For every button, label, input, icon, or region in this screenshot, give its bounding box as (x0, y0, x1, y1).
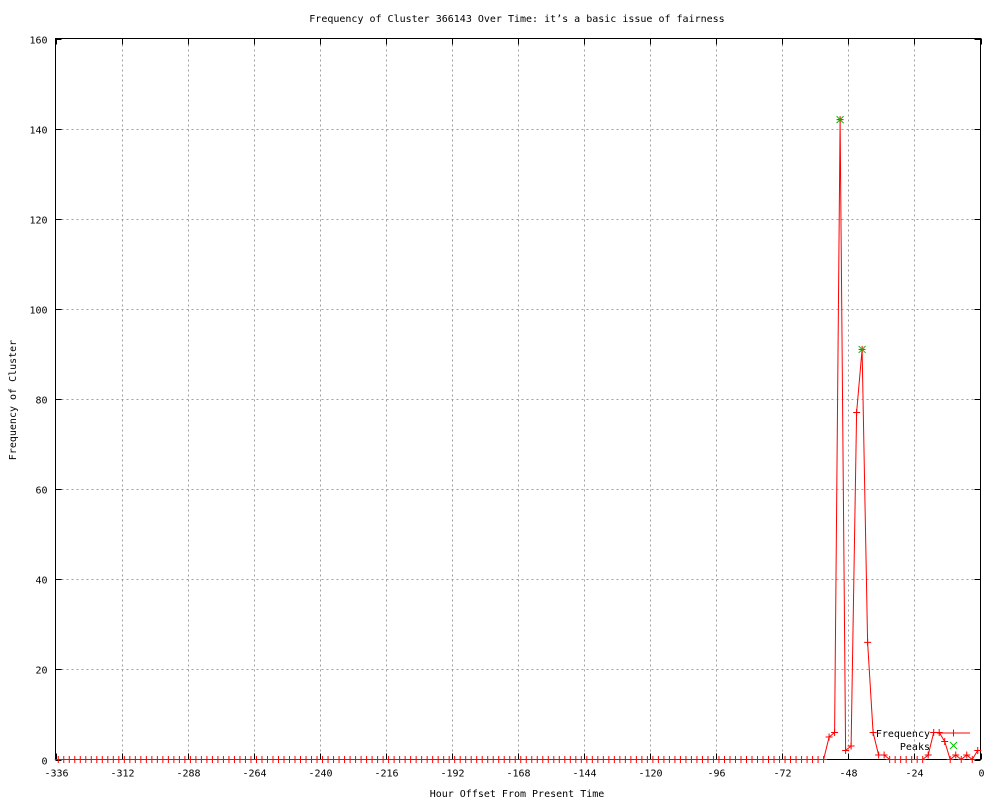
peak-point (858, 345, 866, 354)
x-axis-label: Hour Offset From Present Time (430, 789, 605, 800)
legend-label-frequency: Frequency (876, 729, 930, 740)
chart-title: Frequency of Cluster 366143 Over Time: i… (309, 14, 724, 25)
legend-marker-peaks (949, 741, 958, 750)
x-tick-label: -144 (572, 769, 596, 780)
frequency-point (952, 751, 960, 759)
frequency-point (880, 751, 888, 759)
y-tick-label: 80 (35, 396, 47, 407)
grid (61, 44, 975, 754)
x-tick-label: -216 (374, 769, 398, 780)
frequency-point (820, 756, 828, 763)
y-axis-label: Frequency of Cluster (8, 340, 19, 460)
frequency-point (968, 756, 976, 763)
y-tick-label: 60 (35, 486, 47, 497)
y-tick-label: 0 (41, 757, 47, 768)
legend-marker-frequency (950, 729, 957, 737)
x-tick-label: -240 (308, 769, 332, 780)
y-tick-label: 140 (29, 126, 47, 137)
x-tick-label: -312 (110, 769, 134, 780)
tick-marks (55, 38, 982, 761)
frequency-point (946, 756, 954, 763)
frequency-point (924, 751, 932, 759)
frequency-point (957, 756, 965, 763)
x-tick-label: -72 (773, 769, 791, 780)
x-tick-label: -288 (176, 769, 200, 780)
frequency-point (842, 746, 850, 754)
peak-point (836, 115, 844, 124)
tick-labels: -336 -312 -288 -264 -240 -216 -192 -168 -144 -120… (29, 36, 984, 780)
x-tick-label: -264 (242, 769, 266, 780)
frequency-point (847, 742, 855, 750)
frequency-point (853, 409, 861, 417)
frequency-point (941, 737, 949, 745)
x-tick-label: -168 (506, 769, 530, 780)
x-tick-label: -48 (839, 769, 857, 780)
frequency-point (919, 756, 927, 763)
y-tick-label: 100 (29, 306, 47, 317)
frequency-point (831, 728, 839, 736)
y-tick-label: 160 (29, 36, 47, 47)
frequency-point (864, 638, 872, 646)
frequency-point (974, 746, 982, 754)
x-tick-label: -120 (638, 769, 662, 780)
frequency-point (935, 728, 943, 736)
y-tick-label: 40 (35, 576, 47, 587)
x-tick-label: -192 (440, 769, 464, 780)
legend-label-peaks: Peaks (900, 742, 930, 753)
frequency-point (825, 733, 833, 741)
y-tick-label: 120 (29, 216, 47, 227)
frequency-point (963, 751, 971, 759)
x-tick-label: 0 (978, 769, 984, 780)
x-tick-label: -24 (905, 769, 923, 780)
series-layer (54, 115, 982, 763)
x-tick-label: -336 (44, 769, 68, 780)
y-tick-label: 20 (35, 666, 47, 677)
x-tick-label: -96 (707, 769, 725, 780)
legend: Frequency Peaks (876, 729, 970, 753)
frequency-point (869, 728, 877, 736)
